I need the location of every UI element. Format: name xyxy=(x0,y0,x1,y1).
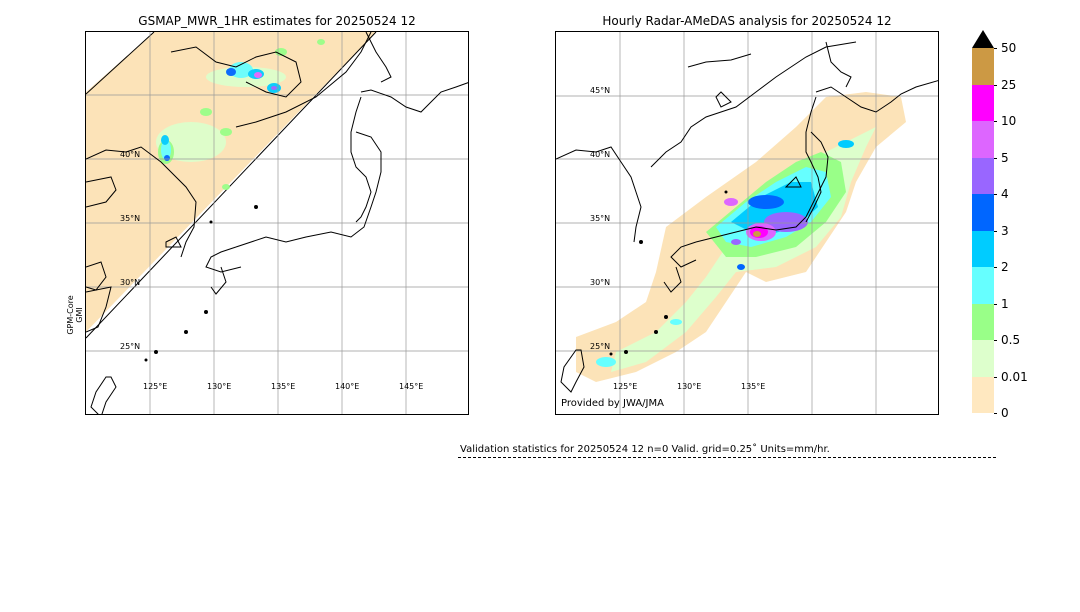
validation-divider xyxy=(458,457,996,458)
right-map[interactable]: 45°N 40°N 35°N 30°N 25°N 125°E 130°E 135… xyxy=(555,31,939,415)
colorbar-tick xyxy=(994,304,997,305)
colorbar-extend-arrow-icon xyxy=(972,30,994,48)
colorbar-label-4: 4 xyxy=(1001,187,1009,201)
colorbar-label-5: 5 xyxy=(1001,151,1009,165)
colorbar-seg-4-5 xyxy=(972,158,994,194)
colorbar: 50 25 10 5 4 3 2 1 0.5 0.01 0 xyxy=(972,30,1032,420)
colorbar-label-2: 2 xyxy=(1001,260,1009,274)
colorbar-tick xyxy=(994,231,997,232)
colorbar-tick xyxy=(994,85,997,86)
validation-statistics: Validation statistics for 20250524 12 n=… xyxy=(460,444,830,455)
right-map-title: Hourly Radar-AMeDAS analysis for 2025052… xyxy=(602,14,892,28)
colorbar-seg-3-4 xyxy=(972,194,994,231)
colorbar-label-0.5: 0.5 xyxy=(1001,333,1021,347)
right-lon-label-135: 135°E xyxy=(741,382,766,391)
colorbar-tick xyxy=(994,158,997,159)
colorbar-seg-1-2 xyxy=(972,267,994,304)
colorbar-label-50: 50 xyxy=(1001,41,1017,55)
colorbar-label-3: 3 xyxy=(1001,224,1009,238)
colorbar-tick xyxy=(994,48,997,49)
colorbar-label-25: 25 xyxy=(1001,78,1017,92)
left-lat-label-35: 35°N xyxy=(120,214,141,223)
right-lat-label-30: 30°N xyxy=(590,278,611,287)
left-map-canvas xyxy=(86,32,468,414)
right-lat-label-40: 40°N xyxy=(590,150,611,159)
colorbar-seg-25-50 xyxy=(972,48,994,85)
data-credit: Provided by JWA/JMA xyxy=(561,398,664,409)
colorbar-seg-0.5-1 xyxy=(972,304,994,340)
colorbar-label-1: 1 xyxy=(1001,297,1009,311)
left-lon-label-130: 130°E xyxy=(207,382,232,391)
colorbar-tick xyxy=(994,340,997,341)
left-map-title: GSMAP_MWR_1HR estimates for 20250524 12 xyxy=(138,14,416,28)
right-lon-label-125: 125°E xyxy=(613,382,638,391)
left-satellite-label: GPM-Core GMI xyxy=(66,290,84,340)
right-lat-label-45: 45°N xyxy=(590,86,611,95)
colorbar-tick xyxy=(994,267,997,268)
satellite-label-line2: GMI xyxy=(75,307,84,323)
colorbar-seg-10-25 xyxy=(972,85,994,121)
colorbar-tick xyxy=(994,413,997,414)
left-lat-label-25: 25°N xyxy=(120,342,141,351)
left-lat-label-40: 40°N xyxy=(120,150,141,159)
colorbar-seg-0.01-0.5 xyxy=(972,340,994,377)
right-lat-label-25: 25°N xyxy=(590,342,611,351)
left-lon-label-145: 145°E xyxy=(399,382,424,391)
colorbar-label-0.01: 0.01 xyxy=(1001,370,1028,384)
colorbar-tick xyxy=(994,121,997,122)
right-lat-label-35: 35°N xyxy=(590,214,611,223)
left-map[interactable]: 40°N 35°N 30°N 25°N 125°E 130°E 135°E 14… xyxy=(85,31,469,415)
colorbar-label-0: 0 xyxy=(1001,406,1009,420)
left-lon-label-135: 135°E xyxy=(271,382,296,391)
colorbar-seg-5-10 xyxy=(972,121,994,158)
colorbar-tick xyxy=(994,194,997,195)
colorbar-seg-0-0.01 xyxy=(972,377,994,413)
colorbar-seg-2-3 xyxy=(972,231,994,267)
satellite-label-line1: GPM-Core xyxy=(66,295,75,335)
left-lon-label-125: 125°E xyxy=(143,382,168,391)
right-lon-label-130: 130°E xyxy=(677,382,702,391)
right-map-canvas xyxy=(556,32,938,414)
left-lon-label-140: 140°E xyxy=(335,382,360,391)
colorbar-label-10: 10 xyxy=(1001,114,1017,128)
left-lat-label-30: 30°N xyxy=(120,278,141,287)
colorbar-tick xyxy=(994,377,997,378)
